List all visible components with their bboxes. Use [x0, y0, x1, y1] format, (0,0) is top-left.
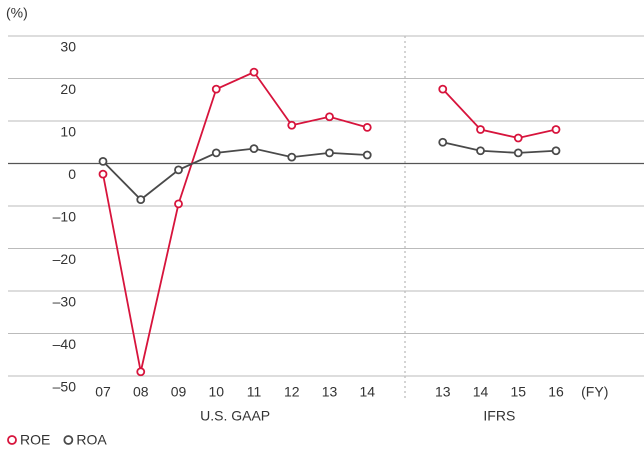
- series-line: [102, 71, 368, 372]
- y-tick-label: –30: [53, 294, 77, 310]
- x-tick-label: 16: [548, 384, 564, 400]
- x-tick-label: 10: [208, 384, 224, 400]
- point: [98, 169, 108, 179]
- y-unit-label: (%): [6, 5, 28, 21]
- legend-marker: [63, 435, 74, 445]
- x-tick-label: 12: [284, 384, 300, 400]
- point: [362, 122, 372, 132]
- point: [287, 120, 297, 130]
- point: [438, 84, 448, 94]
- series-line: [442, 88, 557, 139]
- y-tick-label: 10: [60, 124, 76, 140]
- point: [438, 137, 448, 147]
- point: [249, 67, 259, 77]
- x-tick-label: 11: [247, 384, 262, 400]
- point: [551, 125, 561, 134]
- x-tick-label: 15: [510, 384, 526, 400]
- point: [98, 156, 108, 166]
- legend-label: ROA: [76, 432, 107, 448]
- x-unit-label: (FY): [581, 384, 608, 400]
- y-tick-label: 20: [60, 81, 76, 97]
- point: [551, 146, 561, 156]
- point: [174, 165, 183, 175]
- legend-label: ROE: [20, 432, 50, 448]
- y-tick-label: –40: [53, 336, 77, 352]
- point: [211, 148, 221, 158]
- point: [136, 195, 146, 205]
- point: [325, 148, 334, 158]
- series-line: [102, 147, 368, 201]
- x-tick-label: 14: [359, 384, 375, 400]
- point: [476, 146, 485, 156]
- point: [325, 112, 334, 122]
- y-tick-label: 0: [68, 166, 76, 182]
- x-group-label: U.S. GAAP: [200, 408, 270, 424]
- y-tick-label: –50: [53, 379, 77, 395]
- x-tick-label: 13: [322, 384, 338, 400]
- x-tick-label: 09: [171, 384, 187, 400]
- x-tick-label: 07: [95, 384, 111, 400]
- y-tick-label: –10: [53, 209, 77, 225]
- point: [136, 367, 146, 377]
- x-tick-label: 14: [473, 384, 489, 400]
- x-group-label: IFRS: [483, 408, 515, 424]
- point: [174, 199, 183, 209]
- point: [476, 125, 485, 134]
- point: [287, 152, 297, 162]
- x-tick-label: 08: [133, 384, 149, 400]
- legend-marker: [7, 435, 17, 445]
- y-tick-label: 30: [60, 39, 76, 55]
- point: [513, 133, 523, 143]
- point: [513, 148, 523, 158]
- point: [362, 150, 372, 160]
- x-tick-label: 13: [435, 384, 451, 400]
- series-line: [442, 141, 557, 154]
- y-tick-label: –20: [53, 251, 77, 267]
- point: [249, 144, 259, 154]
- point: [211, 84, 221, 94]
